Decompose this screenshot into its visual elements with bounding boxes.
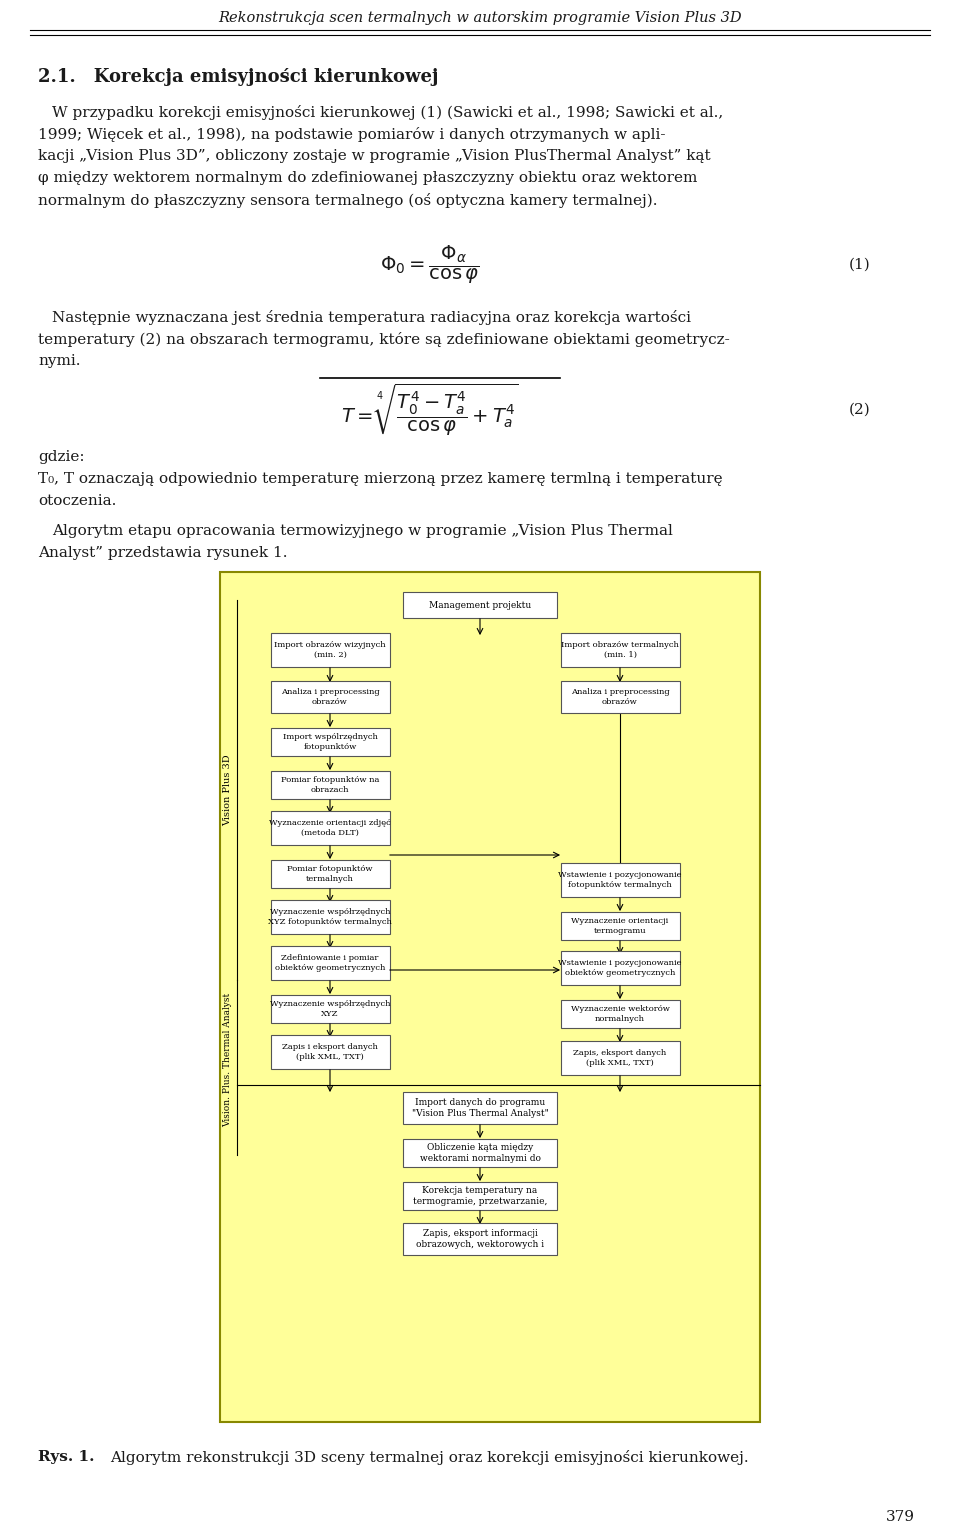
Text: Zapis, eksport informacji
obrazowych, wektorowych i: Zapis, eksport informacji obrazowych, we… [416,1229,544,1249]
Text: kacji „Vision Plus 3D”, obliczony zostaje w programie „Vision PlusThermal Analys: kacji „Vision Plus 3D”, obliczony zostaj… [38,149,710,162]
FancyBboxPatch shape [271,1036,390,1069]
Text: Zapis i eksport danych
(plik XML, TXT): Zapis i eksport danych (plik XML, TXT) [282,1043,378,1060]
Text: Wyznaczenie współrzędnych
XYZ fotopunktów termalnych: Wyznaczenie współrzędnych XYZ fotopunktó… [268,908,392,925]
Text: $\Phi_0 = \dfrac{\Phi_{\alpha}}{\cos\varphi}$: $\Phi_0 = \dfrac{\Phi_{\alpha}}{\cos\var… [380,244,480,286]
FancyBboxPatch shape [271,810,390,846]
Text: Import obrazów wizyjnych
(min. 2): Import obrazów wizyjnych (min. 2) [275,642,386,659]
Text: Wyznaczenie orientacji zdjęć
(metoda DLT): Wyznaczenie orientacji zdjęć (metoda DLT… [269,820,391,836]
Text: Import obrazów termalnych
(min. 1): Import obrazów termalnych (min. 1) [561,642,679,659]
Text: Analiza i preprocessing
obrazów: Analiza i preprocessing obrazów [570,688,669,706]
Text: Pomiar fotopunktów na
obrazach: Pomiar fotopunktów na obrazach [281,777,379,794]
Text: φ między wektorem normalnym do zdefiniowanej płaszczyzny obiektu oraz wektorem: φ między wektorem normalnym do zdefiniow… [38,172,697,185]
FancyBboxPatch shape [561,1042,680,1075]
FancyBboxPatch shape [271,682,390,712]
FancyBboxPatch shape [271,728,390,755]
FancyBboxPatch shape [561,1000,680,1028]
Text: temperatury (2) na obszarach termogramu, które są zdefiniowane obiektami geometr: temperatury (2) na obszarach termogramu,… [38,332,730,348]
FancyBboxPatch shape [561,912,680,941]
FancyBboxPatch shape [220,571,760,1422]
Text: (1): (1) [849,257,870,273]
Text: 379: 379 [885,1511,915,1524]
FancyBboxPatch shape [403,1223,557,1255]
Text: Zapis, eksport danych
(plik XML, TXT): Zapis, eksport danych (plik XML, TXT) [573,1049,666,1066]
Text: Vision Plus 3D: Vision Plus 3D [224,754,232,826]
Text: gdzie:: gdzie: [38,450,84,464]
Text: Zdefiniowanie i pomiar
obiektów geometrycznych: Zdefiniowanie i pomiar obiektów geometry… [275,954,385,971]
Text: Analiza i preprocessing
obrazów: Analiza i preprocessing obrazów [280,688,379,706]
Text: T₀, T⁡ oznaczają odpowiednio temperaturę mierzoną przez kamerę termlną i tempera: T₀, T⁡ oznaczają odpowiednio temperaturę… [38,472,723,486]
Text: Rys. 1.: Rys. 1. [38,1449,94,1465]
FancyBboxPatch shape [271,633,390,666]
FancyBboxPatch shape [561,951,680,985]
Text: 1999; Więcek et al., 1998), na podstawie pomiarów i danych otrzymanych w apli-: 1999; Więcek et al., 1998), na podstawie… [38,127,665,142]
Text: (2): (2) [849,403,870,417]
Text: Wstawienie i pozycjonowanie
obiektów geometrycznych: Wstawienie i pozycjonowanie obiektów geo… [559,959,682,976]
FancyBboxPatch shape [561,633,680,666]
Text: Obliczenie kąta między
wektorami normalnymi do: Obliczenie kąta między wektorami normaln… [420,1143,540,1163]
Text: Korekcja temperatury na
termogramie, przetwarzanie,: Korekcja temperatury na termogramie, prz… [413,1186,547,1206]
Text: 2.1. Korekcja emisyjności kierunkowej: 2.1. Korekcja emisyjności kierunkowej [38,67,439,86]
Text: otoczenia.: otoczenia. [38,493,116,509]
Text: Rekonstrukcja scen termalnych w autorskim programie Vision Plus 3D: Rekonstrukcja scen termalnych w autorski… [218,11,742,25]
Text: Wstawienie i pozycjonowanie
fotopunktów termalnych: Wstawienie i pozycjonowanie fotopunktów … [559,872,682,889]
Text: Wyznaczenie współrzędnych
XYZ: Wyznaczenie współrzędnych XYZ [270,1000,391,1017]
Text: Wyznaczenie orientacji
termogramu: Wyznaczenie orientacji termogramu [571,918,668,935]
FancyBboxPatch shape [271,899,390,935]
Text: W przypadku korekcji emisyjności kierunkowej (1) (Sawicki et al., 1998; Sawicki : W przypadku korekcji emisyjności kierunk… [52,106,723,119]
Text: Management projektu: Management projektu [429,601,531,610]
Text: Import wspólrzędnych
fotopunktów: Import wspólrzędnych fotopunktów [282,734,377,751]
Text: nymi.: nymi. [38,354,81,368]
Text: normalnym do płaszczyzny sensora termalnego (oś optyczna kamery termalnej).: normalnym do płaszczyzny sensora termaln… [38,193,658,208]
Text: Analyst” przedstawia rysunek 1.: Analyst” przedstawia rysunek 1. [38,545,287,561]
FancyBboxPatch shape [403,1183,557,1210]
FancyBboxPatch shape [271,859,390,889]
Text: Pomiar fotopunktów
termalnych: Pomiar fotopunktów termalnych [287,866,372,882]
Text: Algorytm rekonstrukcji 3D sceny termalnej oraz korekcji emisyjności kierunkowej.: Algorytm rekonstrukcji 3D sceny termalne… [110,1449,749,1465]
FancyBboxPatch shape [271,945,390,980]
Text: Wyznaczenie wektorów
normalnych: Wyznaczenie wektorów normalnych [570,1005,669,1022]
FancyBboxPatch shape [403,1138,557,1167]
FancyBboxPatch shape [561,863,680,898]
Text: $T = \sqrt[4]{\dfrac{T_0^4 - T_a^4}{\cos\varphi} + T_a^4}$: $T = \sqrt[4]{\dfrac{T_0^4 - T_a^4}{\cos… [341,381,519,438]
FancyBboxPatch shape [561,682,680,712]
Text: Algorytm etapu opracowania termowizyjnego w programie „Vision Plus Thermal: Algorytm etapu opracowania termowizyjneg… [52,524,673,538]
Text: Import danych do programu
"Vision Plus Thermal Analyst": Import danych do programu "Vision Plus T… [412,1098,548,1118]
Text: Następnie wyznaczana jest średnia temperatura radiacyjna oraz korekcja wartości: Następnie wyznaczana jest średnia temper… [52,309,691,325]
FancyBboxPatch shape [403,1092,557,1124]
FancyBboxPatch shape [271,771,390,800]
Text: Vision. Plus. Thermal Analyst: Vision. Plus. Thermal Analyst [224,993,232,1128]
FancyBboxPatch shape [271,994,390,1023]
FancyBboxPatch shape [403,591,557,617]
